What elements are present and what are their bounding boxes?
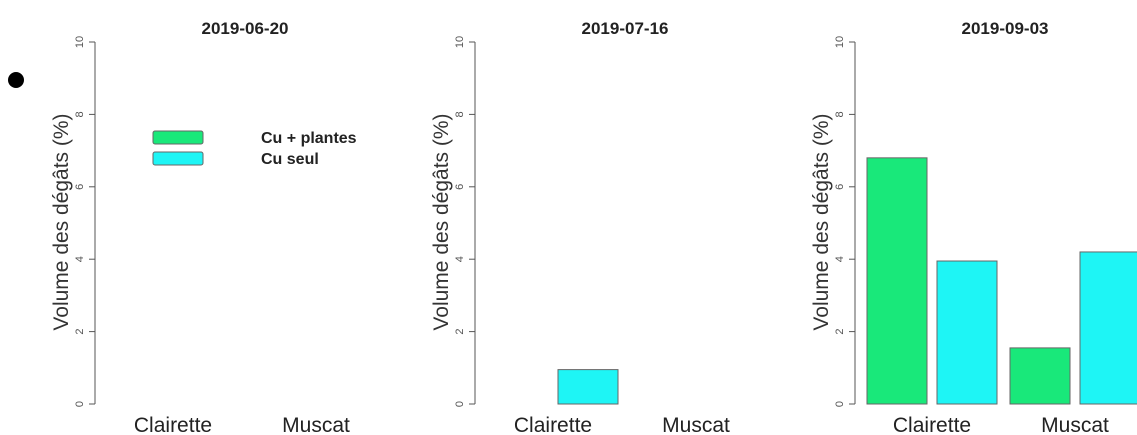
x-tick-label: Muscat xyxy=(1041,414,1109,435)
y-tick-label: 8 xyxy=(454,111,466,117)
legend-swatch xyxy=(152,151,204,166)
legend-swatch xyxy=(152,130,204,145)
y-tick-label: 8 xyxy=(834,111,846,117)
x-tick-label: Clairette xyxy=(134,414,212,435)
y-tick-label: 2 xyxy=(834,329,846,335)
x-tick-label: Clairette xyxy=(514,414,592,435)
y-tick-label: 2 xyxy=(454,329,466,335)
y-axis-label: Volume des dégâts (%) xyxy=(50,113,73,330)
legend-label: Cu seul xyxy=(261,151,319,168)
bar-clairette-cu-seul xyxy=(557,369,619,405)
bar-clairette-cu-plantes xyxy=(866,157,928,405)
y-tick-label: 6 xyxy=(74,184,86,190)
x-tick-label: Clairette xyxy=(893,414,971,435)
bar-clairette-cu-seul xyxy=(936,260,998,405)
chart-title: 2019-09-03 xyxy=(962,19,1049,38)
y-tick-label: 0 xyxy=(74,401,86,407)
chart-title: 2019-07-16 xyxy=(582,19,669,38)
y-axis-label: Volume des dégâts (%) xyxy=(430,113,453,330)
chart-title: 2019-06-20 xyxy=(202,19,289,38)
x-tick-label: Muscat xyxy=(662,414,730,435)
bar-muscat-cu-seul xyxy=(1079,251,1137,405)
y-axis-label: Volume des dégâts (%) xyxy=(810,113,833,330)
y-tick-label: 2 xyxy=(74,329,86,335)
y-tick-label: 4 xyxy=(454,256,466,262)
y-tick-label: 10 xyxy=(454,36,466,48)
y-tick-label: 10 xyxy=(834,36,846,48)
y-tick-label: 6 xyxy=(454,184,466,190)
y-tick-label: 0 xyxy=(454,401,466,407)
y-tick-label: 4 xyxy=(834,256,846,262)
bullet-icon xyxy=(8,72,24,88)
legend-label: Cu + plantes xyxy=(261,130,357,147)
y-tick-label: 0 xyxy=(834,401,846,407)
y-tick-label: 10 xyxy=(74,36,86,48)
bar-muscat-cu-plantes xyxy=(1009,347,1071,405)
x-tick-label: Muscat xyxy=(282,414,350,435)
y-tick-label: 6 xyxy=(834,184,846,190)
y-tick-label: 8 xyxy=(74,111,86,117)
y-tick-label: 4 xyxy=(74,256,86,262)
